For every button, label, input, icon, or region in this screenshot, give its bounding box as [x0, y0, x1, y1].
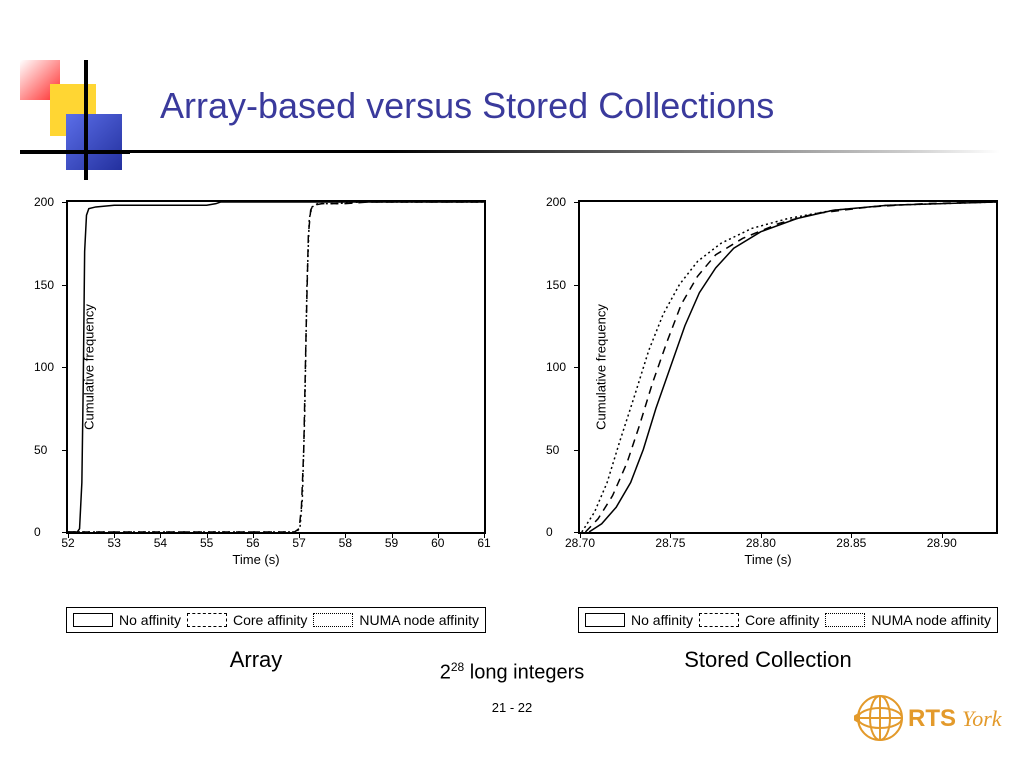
left-plot-area: Cumulative frequency 0501001502005253545… [66, 200, 486, 534]
legend-label: No affinity [631, 612, 693, 628]
legend-label: NUMA node affinity [359, 612, 479, 628]
legend-item-no-affinity: No affinity [585, 612, 693, 628]
legend-item-core-affinity: Core affinity [699, 612, 819, 628]
legend-swatch-solid [73, 613, 113, 627]
logo-text-script: York [962, 706, 1003, 731]
legend-label: Core affinity [745, 612, 819, 628]
footnote: 228 long integers [0, 660, 1024, 685]
legend-item-no-affinity: No affinity [73, 612, 181, 628]
right-chart: Cumulative frequency 05010015020028.7028… [528, 200, 1008, 673]
logo-text-main: RTS [908, 705, 956, 732]
left-chart: Cumulative frequency 0501001502005253545… [16, 200, 496, 673]
legend-item-numa-affinity: NUMA node affinity [825, 612, 991, 628]
legend-swatch-dashed [699, 613, 739, 627]
footnote-exp: 28 [451, 660, 464, 674]
right-xlabel: Time (s) [528, 552, 1008, 567]
corner-decoration [20, 60, 130, 185]
legend-label: NUMA node affinity [871, 612, 991, 628]
legend-item-numa-affinity: NUMA node affinity [313, 612, 479, 628]
right-legend: No affinity Core affinity NUMA node affi… [578, 607, 998, 633]
footnote-suffix: long integers [464, 662, 584, 684]
footnote-base: 2 [440, 662, 451, 684]
legend-swatch-dashed [187, 613, 227, 627]
legend-swatch-dotted [825, 613, 865, 627]
right-plot-area: Cumulative frequency 05010015020028.7028… [578, 200, 998, 534]
legend-swatch-solid [585, 613, 625, 627]
legend-item-core-affinity: Core affinity [187, 612, 307, 628]
legend-label: No affinity [119, 612, 181, 628]
left-xlabel: Time (s) [16, 552, 496, 567]
slide-title: Array-based versus Stored Collections [160, 85, 774, 127]
left-legend: No affinity Core affinity NUMA node affi… [66, 607, 486, 633]
slide-header: Array-based versus Stored Collections [0, 0, 1024, 160]
legend-label: Core affinity [233, 612, 307, 628]
legend-swatch-dotted [313, 613, 353, 627]
rts-york-logo: RTS York [854, 690, 1004, 750]
title-underline [60, 150, 1000, 153]
charts-row: Cumulative frequency 0501001502005253545… [0, 200, 1024, 673]
